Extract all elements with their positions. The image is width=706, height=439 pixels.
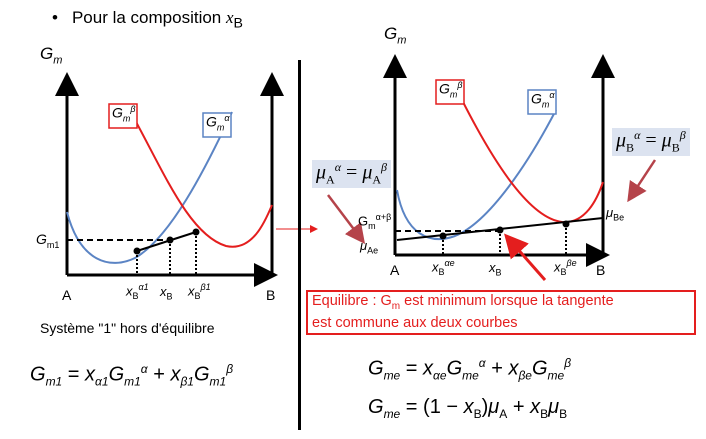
left-axes [55, 72, 284, 287]
right-axes [383, 54, 615, 267]
right-tick-x: xB [489, 260, 502, 278]
left-beta-curve [134, 119, 273, 248]
right-alpha-label: Gmα [531, 90, 555, 110]
right-axis-label: Gm [384, 24, 407, 47]
heading-var: x [225, 8, 234, 27]
equation-right-2: Gme = (1 − xB)μA + xBμB [368, 396, 568, 421]
right-beta-box [435, 79, 465, 105]
left-label-b: B [266, 287, 276, 303]
left-alpha-box [202, 112, 232, 138]
right-label-a: A [390, 262, 400, 278]
system-label: Système "1" hors d'équilibre [40, 320, 215, 336]
left-label-a: A [62, 287, 72, 303]
left-alpha-curve [66, 111, 233, 264]
left-beta-label: Gmβ [112, 104, 136, 124]
right-alpha-box [527, 89, 557, 115]
note-arrow [504, 233, 547, 281]
panel-divider [298, 60, 301, 430]
mu-b-equality: μBα = μBβ [612, 128, 690, 156]
right-label-b: B [596, 262, 606, 278]
mu-a-arrow [327, 194, 366, 244]
right-tick-xb: xBβe [554, 258, 577, 277]
equilibrium-note: Equilibre : Gm est minimum lorsque la ta… [306, 290, 696, 335]
bullet: • [52, 8, 58, 27]
left-gm1-label: Gm1 [36, 231, 60, 250]
heading-text: Pour la composition [71, 8, 226, 27]
right-beta-label: Gmβ [439, 80, 463, 100]
left-tick-xa: xBα1 [126, 282, 149, 301]
heading-var-sub: B [233, 15, 243, 32]
mu-a-equality: μAα = μAβ [312, 160, 392, 188]
left-alpha-label: Gmα [206, 113, 230, 133]
left-chord [136, 231, 197, 252]
right-mu-be-label: μBe [606, 205, 625, 223]
left-beta-box [108, 103, 138, 129]
right-tick-xa: xBαe [432, 258, 455, 277]
right-mu-ae-label: μAe [360, 238, 379, 256]
section-heading: • Pour la composition xB [52, 8, 243, 31]
right-gm-ab-label: Gmα+β [358, 212, 392, 231]
mu-b-arrow [627, 159, 657, 203]
equation-right-1: Gme = xαeGmeα + xβeGmeβ [368, 356, 572, 383]
left-axis-label: Gm [40, 44, 63, 67]
left-tick-x: xB [160, 284, 173, 302]
left-tick-xb: xBβ1 [188, 282, 211, 301]
right-beta-curve [461, 99, 604, 224]
equation-left: Gm1 = xα1Gm1α + xβ1Gm1β [30, 362, 234, 389]
